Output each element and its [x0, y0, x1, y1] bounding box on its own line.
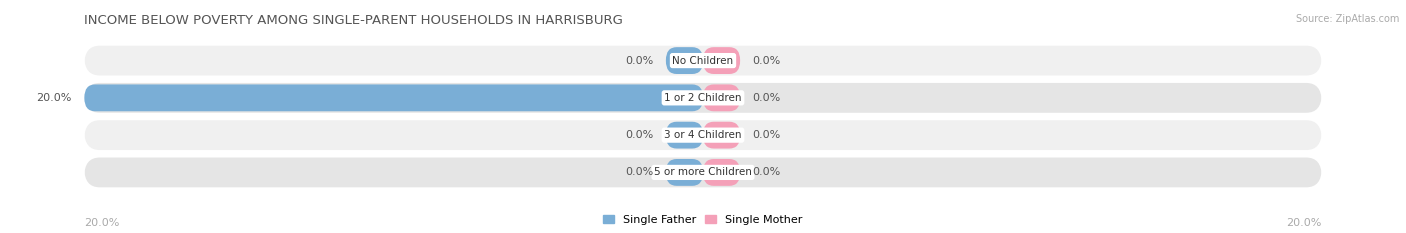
Text: 5 or more Children: 5 or more Children [654, 168, 752, 177]
Text: 1 or 2 Children: 1 or 2 Children [664, 93, 742, 103]
Text: 0.0%: 0.0% [752, 130, 780, 140]
FancyBboxPatch shape [84, 46, 1322, 75]
Text: 3 or 4 Children: 3 or 4 Children [664, 130, 742, 140]
FancyBboxPatch shape [84, 83, 1322, 113]
Text: 0.0%: 0.0% [626, 168, 654, 177]
Legend: Single Father, Single Mother: Single Father, Single Mother [603, 215, 803, 225]
FancyBboxPatch shape [666, 47, 703, 74]
Text: INCOME BELOW POVERTY AMONG SINGLE-PARENT HOUSEHOLDS IN HARRISBURG: INCOME BELOW POVERTY AMONG SINGLE-PARENT… [84, 14, 623, 27]
Text: 20.0%: 20.0% [84, 218, 120, 228]
FancyBboxPatch shape [703, 159, 740, 186]
Text: 20.0%: 20.0% [37, 93, 72, 103]
Text: No Children: No Children [672, 56, 734, 65]
FancyBboxPatch shape [84, 84, 703, 111]
Text: 0.0%: 0.0% [626, 130, 654, 140]
FancyBboxPatch shape [703, 122, 740, 149]
Text: 0.0%: 0.0% [626, 56, 654, 65]
Text: Source: ZipAtlas.com: Source: ZipAtlas.com [1295, 14, 1399, 24]
FancyBboxPatch shape [84, 120, 1322, 150]
FancyBboxPatch shape [84, 158, 1322, 187]
FancyBboxPatch shape [666, 122, 703, 149]
FancyBboxPatch shape [703, 47, 740, 74]
Text: 20.0%: 20.0% [1286, 218, 1322, 228]
FancyBboxPatch shape [703, 84, 740, 111]
FancyBboxPatch shape [666, 159, 703, 186]
Text: 0.0%: 0.0% [752, 168, 780, 177]
Text: 0.0%: 0.0% [752, 56, 780, 65]
Text: 0.0%: 0.0% [752, 93, 780, 103]
